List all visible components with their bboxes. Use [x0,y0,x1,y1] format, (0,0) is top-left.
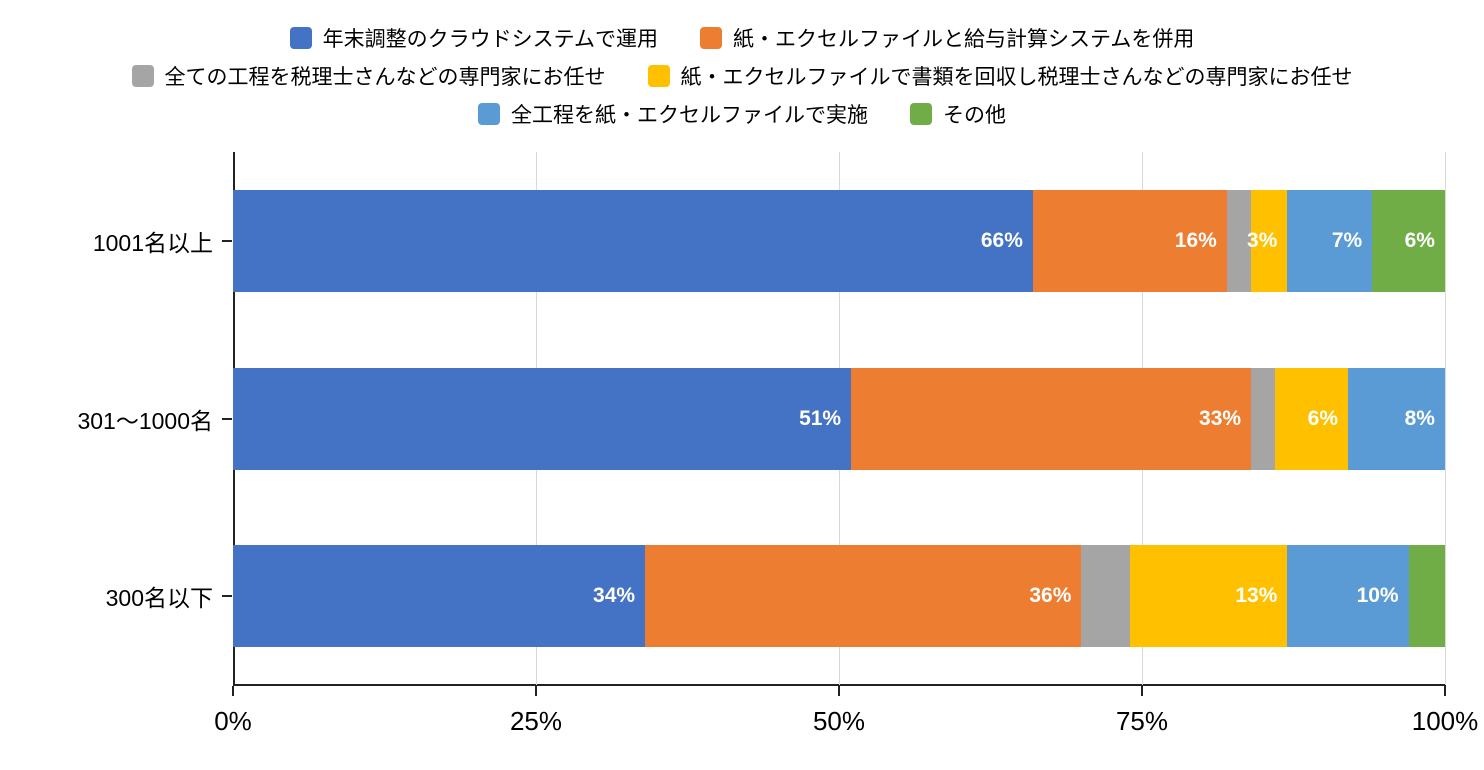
bar-segment [1408,545,1445,648]
bar-value-label: 10% [1356,584,1399,608]
x-axis-tick-label: 100% [1411,706,1479,736]
bar-row: 51% 33% 6% 8% [233,367,1445,470]
bar-value-label: 13% [1235,584,1278,608]
legend-row: 年末調整のクラウドシステムで運用 紙・エクセルファイルと給与計算システムを併用 [0,24,1484,52]
legend-label: その他 [943,104,1006,127]
legend-swatch-icon [647,65,670,87]
bar-value-label: 6% [1404,228,1435,252]
bar-value-label: 8% [1404,406,1435,430]
x-axis-tick-label: 25% [509,706,563,736]
legend-label: 年末調整のクラウドシステムで運用 [322,28,658,51]
bar-segment: 13% [1129,545,1288,648]
legend-label: 紙・エクセルファイルと給与計算システムを併用 [733,28,1195,51]
bar-value-label: 6% [1307,406,1339,430]
gridline [1445,152,1446,685]
legend-swatch-icon [131,65,154,87]
legend-item: 紙・エクセルファイルで書類を回収し税理士さんなどの専門家にお任せ [647,61,1353,91]
legend-row: 全工程を紙・エクセルファイルで実施 その他 [0,100,1484,128]
y-axis-category-label: 300名以下 [105,585,213,612]
chart-legend: 年末調整のクラウドシステムで運用 紙・エクセルファイルと給与計算システムを併用全て… [0,24,1484,138]
bar-segment: 51% [233,367,852,470]
y-axis-tick-mark [222,595,232,598]
legend-swatch-icon [910,103,932,125]
x-axis-tick-mark [1141,686,1143,696]
bar-segment: 6% [1275,367,1349,470]
y-axis-category-label: 301〜1000名 [77,407,213,434]
bar-value-label: 33% [1199,406,1242,430]
bar-row: 66% 16% 3% 7% 6% [233,189,1445,292]
bar-segment: 34% [233,545,646,648]
bar-segment: 6% [1372,189,1445,292]
y-axis-tick-mark [222,417,232,420]
x-axis-tick-label: 0% [214,706,252,736]
bar-segment: 33% [851,367,1252,470]
x-axis-tick-mark [535,686,537,696]
bar-value-label: 34% [593,584,636,608]
x-axis-tick-label: 50% [812,706,866,736]
legend-label: 全ての工程を税理士さんなどの専門家にお任せ [164,66,606,89]
bar-value-label: 3% [1247,228,1278,252]
bar-value-label: 36% [1029,584,1072,608]
bar-segment: 16% [1032,189,1227,292]
legend-item: 全工程を紙・エクセルファイルで実施 [478,99,868,129]
bar-value-label: 51% [799,406,842,430]
x-axis-tick-label: 75% [1115,706,1169,736]
bar-segment: 66% [233,189,1033,292]
bar-segment: 36% [645,545,1082,648]
legend-swatch-icon [700,27,722,49]
legend-swatch-icon [289,27,312,49]
x-axis-tick-mark [232,686,234,696]
bar-segment: 8% [1348,367,1445,470]
plot-area: 0% 25% 50% 75% 100% 66% 16% 3% 7% 6% 1001名以上 51% 33%… [77,152,1478,736]
y-axis-category-label: 1001名以上 [92,229,213,256]
y-axis-tick-mark [222,239,232,242]
legend-label: 紙・エクセルファイルで書類を回収し税理士さんなどの専門家にお任せ [680,66,1353,89]
bar-value-label: 66% [980,228,1023,252]
bar-row: 34% 36% 13% 10% [233,545,1445,648]
legend-item: その他 [910,99,1006,129]
legend-swatch-icon [478,103,500,125]
bar-value-label: 7% [1331,228,1363,252]
bar-segment [1226,189,1252,292]
legend-item: 紙・エクセルファイルと給与計算システムを併用 [700,23,1194,53]
bar-segment: 3% [1247,189,1288,292]
x-axis-tick-mark [838,686,840,696]
legend-item: 年末調整のクラウドシステムで運用 [289,23,658,53]
bar-segment: 10% [1287,545,1409,648]
bar-segment [1081,545,1130,648]
legend-row: 全ての工程を税理士さんなどの専門家にお任せ 紙・エクセルファイルで書類を回収し税理… [0,62,1484,90]
legend-label: 全工程を紙・エクセルファイルで実施 [511,104,868,127]
x-axis-line [233,684,1446,686]
bar-segment: 7% [1287,189,1373,292]
bar-value-label: 16% [1174,228,1217,252]
bar-segment [1251,367,1276,470]
legend-item: 全ての工程を税理士さんなどの専門家にお任せ [131,61,606,91]
x-axis-tick-mark [1444,686,1446,696]
